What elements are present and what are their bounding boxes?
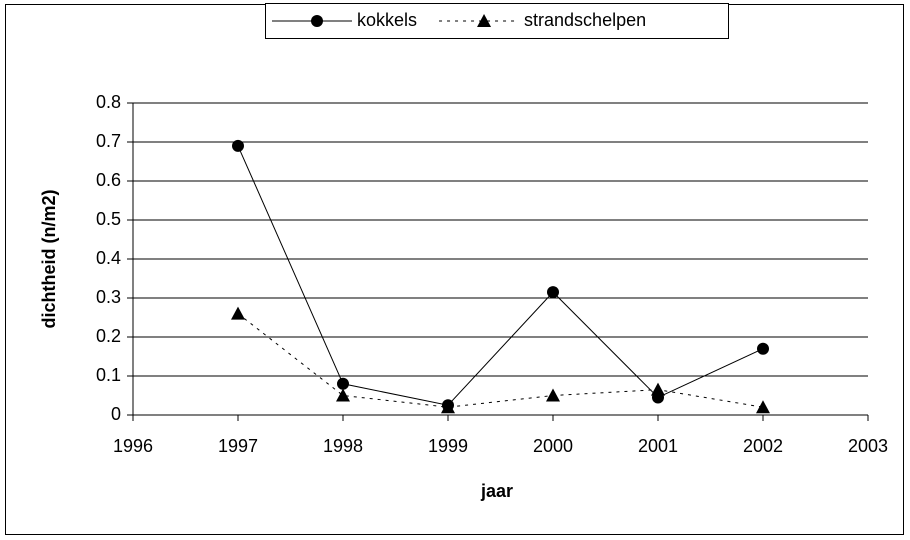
x-tick-label: 2000	[533, 436, 573, 456]
marker	[757, 342, 769, 355]
legend-label: kokkels	[357, 10, 417, 30]
x-tick-label: 2003	[848, 436, 888, 456]
marker	[756, 400, 770, 414]
marker	[231, 306, 245, 320]
y-axis-label: dichtheid (n/m2)	[39, 189, 59, 328]
y-tick-label: 0.3	[96, 287, 121, 307]
x-axis-label: jaar	[480, 481, 513, 501]
y-tick-label: 0.8	[96, 92, 121, 112]
legend-marker	[311, 15, 323, 27]
y-tick-label: 0.6	[96, 170, 121, 190]
marker	[337, 377, 349, 390]
marker	[546, 388, 560, 402]
marker	[547, 286, 559, 299]
y-tick-label: 0.4	[96, 248, 121, 268]
y-tick-label: 0.7	[96, 131, 121, 151]
y-tick-label: 0.2	[96, 326, 121, 346]
x-tick-label: 1999	[428, 436, 468, 456]
marker	[441, 400, 455, 414]
y-tick-label: 0.5	[96, 209, 121, 229]
y-tick-label: 0	[111, 404, 121, 424]
x-tick-label: 2001	[638, 436, 678, 456]
chart-border	[5, 4, 904, 535]
marker	[232, 139, 244, 152]
x-tick-label: 2002	[743, 436, 783, 456]
marker	[651, 382, 665, 396]
y-tick-label: 0.1	[96, 365, 121, 385]
x-tick-label: 1998	[323, 436, 363, 456]
marker	[336, 388, 350, 402]
legend-marker	[477, 14, 492, 27]
x-tick-label: 1996	[113, 436, 153, 456]
series-line	[237, 145, 764, 406]
x-tick-label: 1997	[218, 436, 258, 456]
legend-label: strandschelpen	[524, 10, 646, 30]
